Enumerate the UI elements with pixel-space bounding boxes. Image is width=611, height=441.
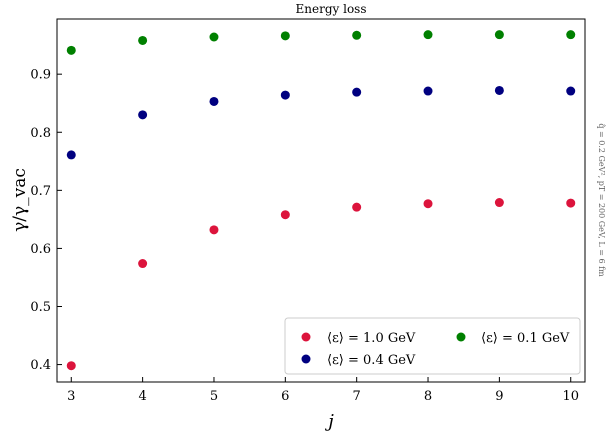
data-points — [66, 30, 576, 371]
data-point-series-1 — [423, 199, 433, 209]
data-point-series-3 — [494, 30, 504, 40]
data-point-series-2 — [209, 96, 219, 106]
data-point-series-3 — [209, 32, 219, 42]
side-note: q̂ = 0.2 GeV², pT = 200 GeV, L = 6 fm — [597, 123, 606, 277]
x-tick-label: 10 — [562, 389, 579, 404]
legend-label-1: ⟨ε⟩ = 1.0 GeV — [327, 331, 416, 346]
data-point-series-2 — [138, 110, 148, 120]
chart-title: Energy loss — [296, 2, 367, 16]
legend-marker-2 — [301, 354, 311, 364]
legend-marker-3 — [456, 332, 466, 342]
y-tick-label: 0.4 — [30, 358, 51, 373]
legend-label-3: ⟨ε⟩ = 0.1 GeV — [481, 331, 570, 346]
y-tick-label: 0.9 — [30, 68, 51, 83]
data-point-series-1 — [566, 198, 576, 208]
data-point-series-2 — [566, 86, 576, 96]
data-point-series-2 — [66, 150, 76, 160]
y-tick-label: 0.5 — [30, 300, 51, 315]
data-point-series-3 — [566, 30, 576, 40]
x-tick-label: 6 — [281, 389, 289, 404]
legend-label-2: ⟨ε⟩ = 0.4 GeV — [327, 353, 416, 368]
x-axis-label: j — [324, 411, 334, 432]
data-point-series-1 — [494, 198, 504, 208]
y-axis-label: γ/γ_vac — [10, 168, 30, 232]
data-point-series-3 — [280, 31, 290, 41]
data-point-series-1 — [66, 361, 76, 371]
data-point-series-1 — [138, 259, 148, 269]
data-point-series-2 — [494, 85, 504, 95]
data-point-series-2 — [423, 86, 433, 96]
x-tick-label: 8 — [424, 389, 432, 404]
x-tick-label: 7 — [353, 389, 361, 404]
legend: ⟨ε⟩ = 1.0 GeV ⟨ε⟩ = 0.4 GeV ⟨ε⟩ = 0.1 Ge… — [284, 317, 581, 375]
x-tick-label: 5 — [210, 389, 218, 404]
y-tick-label: 0.7 — [30, 184, 51, 199]
y-tick-label: 0.6 — [30, 242, 51, 257]
legend-box — [284, 317, 581, 375]
data-point-series-3 — [138, 35, 148, 45]
plot-area — [56, 18, 586, 383]
legend-marker-1 — [301, 332, 311, 342]
x-axis: 3 4 5 6 7 8 9 10 — [67, 377, 579, 404]
data-point-series-1 — [352, 202, 362, 212]
data-point-series-1 — [209, 225, 219, 235]
data-point-series-3 — [423, 30, 433, 40]
data-point-series-2 — [280, 90, 290, 100]
data-point-series-3 — [66, 45, 76, 55]
data-point-series-2 — [352, 87, 362, 97]
data-point-series-1 — [280, 210, 290, 220]
y-axis: 0.4 0.5 0.6 0.7 0.8 0.9 — [30, 68, 62, 373]
data-point-series-3 — [352, 30, 362, 40]
x-tick-label: 9 — [495, 389, 503, 404]
x-tick-label: 3 — [67, 389, 75, 404]
y-tick-label: 0.8 — [30, 126, 51, 141]
x-tick-label: 4 — [138, 389, 146, 404]
